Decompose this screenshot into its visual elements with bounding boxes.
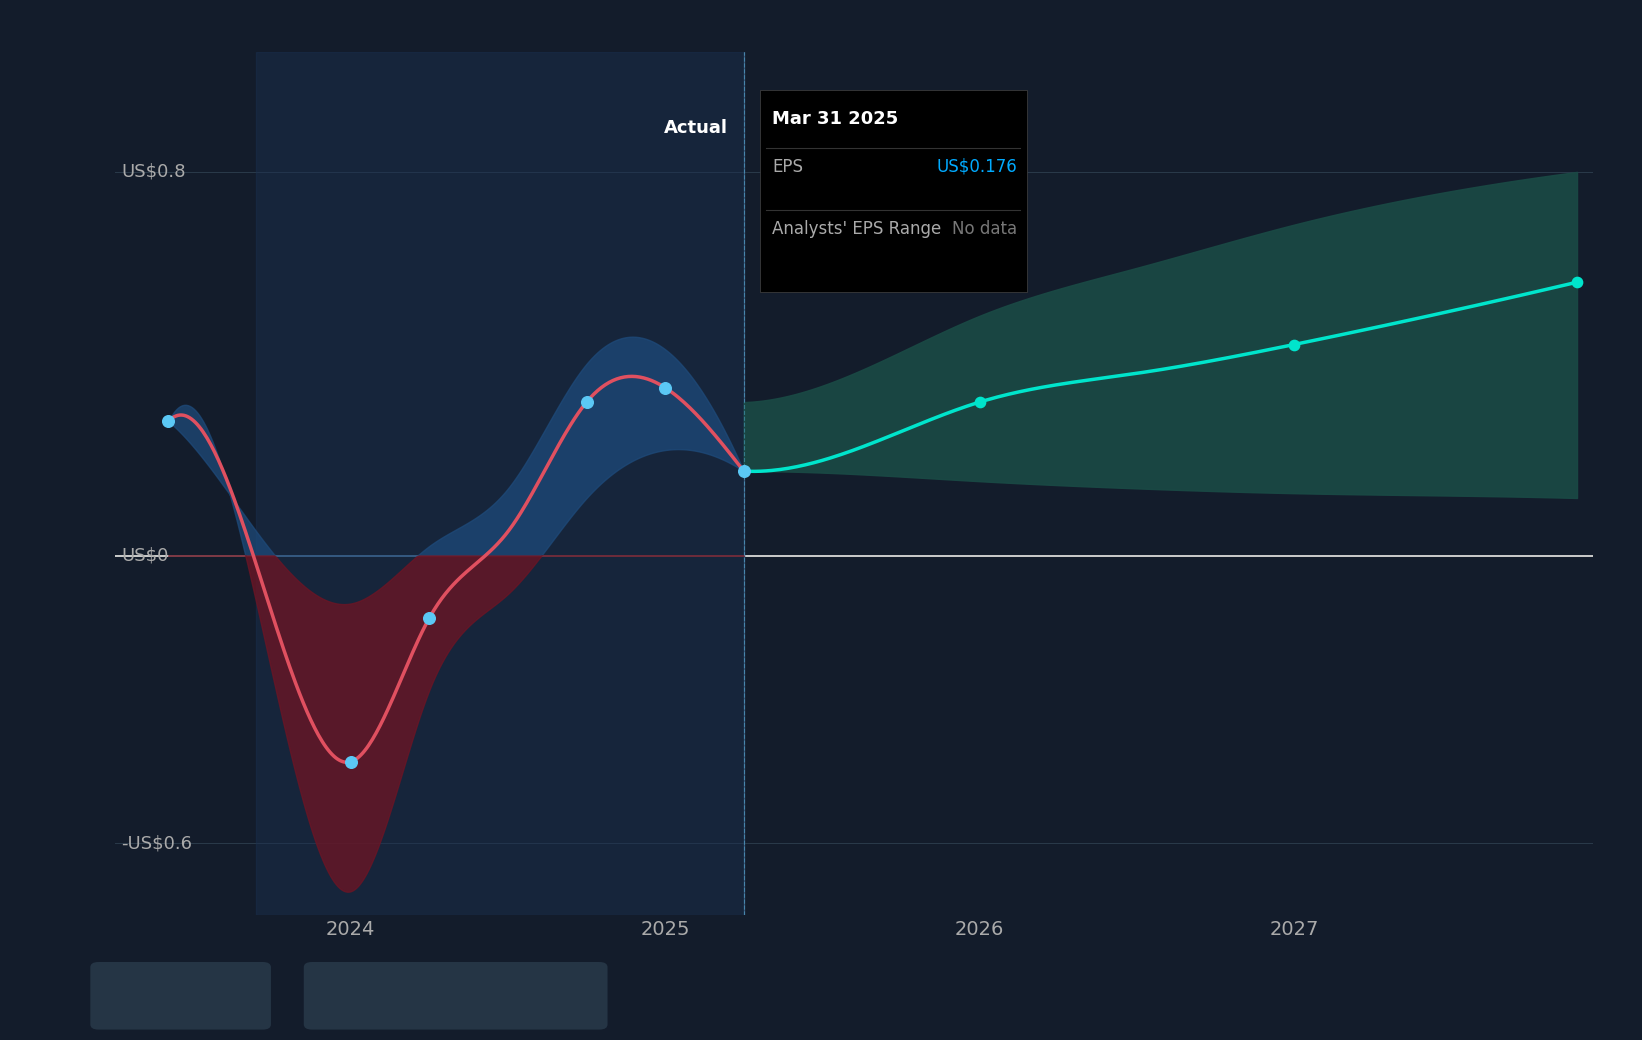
Point: [1281, 336, 1307, 353]
Text: No data: No data: [952, 219, 1018, 238]
Point: [340, 987, 366, 1004]
Text: Analysts' EPS Range: Analysts' EPS Range: [772, 219, 941, 238]
Point: [365, 987, 391, 1004]
Point: [967, 394, 993, 411]
Text: Analysts' EPS Range: Analysts' EPS Range: [402, 986, 586, 1005]
Text: US$0.176: US$0.176: [936, 157, 1018, 176]
Text: -US$0.6: -US$0.6: [122, 834, 192, 852]
FancyBboxPatch shape: [760, 90, 1026, 292]
Text: Actual: Actual: [663, 120, 727, 137]
Text: EPS: EPS: [189, 986, 222, 1005]
Point: [126, 987, 153, 1004]
Text: EPS: EPS: [772, 157, 803, 176]
Point: [415, 609, 442, 626]
Text: US$0: US$0: [122, 547, 169, 565]
Text: Analysts Forecasts: Analysts Forecasts: [765, 120, 934, 137]
Point: [731, 463, 757, 479]
Point: [652, 380, 678, 396]
Point: [338, 753, 365, 770]
Point: [151, 987, 177, 1004]
Text: Mar 31 2025: Mar 31 2025: [772, 109, 898, 128]
Point: [573, 394, 599, 411]
Bar: [256, 52, 744, 915]
Point: [156, 413, 182, 430]
Point: [1563, 274, 1589, 290]
Text: US$0.8: US$0.8: [122, 163, 186, 181]
